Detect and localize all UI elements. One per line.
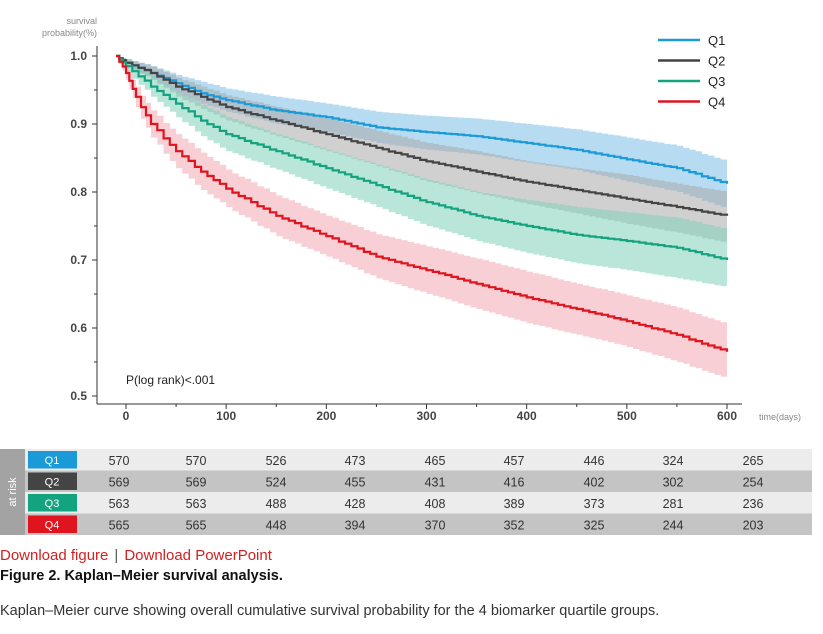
risk-row-bg	[25, 470, 812, 492]
legend-label-q1: Q1	[708, 33, 725, 48]
risk-value: 431	[425, 476, 446, 490]
risk-value: 408	[425, 497, 446, 511]
figure-footer: Download figure | Download PowerPoint Figu…	[0, 546, 823, 619]
band-q2	[116, 56, 727, 243]
x-tick-label: 600	[717, 409, 737, 423]
risk-group-swatch	[28, 494, 77, 512]
y-tick-label: 0.7	[70, 253, 87, 267]
x-tick-label: 500	[617, 409, 637, 423]
km-chart: 0.5 0.6 0.7 0.8 0.9 1.0 0 100 200 300 400 500 600 sur…	[0, 16, 812, 535]
x-tick-label: 0	[123, 409, 130, 423]
risk-value: 570	[109, 454, 130, 468]
curve-q1	[116, 54, 729, 184]
download-powerpoint-link[interactable]: Download PowerPoint	[124, 547, 272, 564]
risk-value: 457	[504, 454, 525, 468]
legend: Q1 Q2 Q3 Q4	[658, 33, 725, 110]
band-q4	[116, 56, 727, 379]
curve-q3	[116, 54, 729, 260]
y-axis-title: survival	[66, 16, 97, 26]
figure-caption: Kaplan–Meier curve showing overall cumul…	[0, 603, 660, 619]
risk-value: 428	[345, 497, 366, 511]
risk-group-label: Q1	[45, 455, 60, 467]
legend-label-q2: Q2	[708, 54, 725, 69]
risk-value: 565	[186, 519, 207, 533]
survival-curves	[116, 54, 729, 352]
risk-value: 448	[266, 519, 287, 533]
risk-value: 265	[743, 454, 764, 468]
risk-value: 563	[109, 497, 130, 511]
risk-group-label: Q2	[45, 477, 60, 489]
log-rank-annotation: P(log rank)<.001	[126, 373, 215, 387]
risk-value: 565	[109, 519, 130, 533]
x-tick-label: 300	[416, 409, 436, 423]
risk-value: 244	[663, 519, 684, 533]
y-tick-label: 0.6	[70, 321, 87, 335]
risk-value: 473	[345, 454, 366, 468]
legend-label-q3: Q3	[708, 74, 725, 89]
y-tick-label: 0.8	[70, 185, 87, 199]
figure-title: Figure 2. Kaplan–Meier survival analysis…	[0, 568, 283, 584]
band-q3	[116, 56, 727, 288]
risk-group-swatch	[28, 472, 77, 490]
y-axis-title: probability(%)	[42, 28, 97, 38]
y-tick-label: 0.5	[70, 389, 87, 403]
risk-value: 526	[266, 454, 287, 468]
risk-group-label: Q3	[45, 498, 60, 510]
risk-value: 524	[266, 476, 287, 490]
risk-value: 352	[504, 519, 525, 533]
x-tick-label: 100	[216, 409, 236, 423]
risk-row-bg	[25, 449, 812, 471]
download-figure-link[interactable]: Download figure	[0, 547, 109, 564]
risk-value: 324	[663, 454, 684, 468]
risk-value: 569	[186, 476, 207, 490]
risk-row-bg	[25, 492, 812, 514]
risk-value: 281	[663, 497, 684, 511]
risk-value: 402	[584, 476, 605, 490]
risk-value: 389	[504, 497, 525, 511]
risk-value: 563	[186, 497, 207, 511]
y-tick-label: 1.0	[70, 49, 87, 63]
risk-title-cell	[0, 449, 25, 535]
risk-value: 325	[584, 519, 605, 533]
curve-q2	[116, 54, 729, 216]
y-tick-label: 0.9	[70, 117, 87, 131]
x-tick-label: 200	[316, 409, 336, 423]
axes: 0.5 0.6 0.7 0.8 0.9 1.0 0 100 200 300 400 500 600 sur…	[42, 16, 801, 423]
risk-value: 455	[345, 476, 366, 490]
risk-value: 236	[743, 497, 764, 511]
risk-row-bg	[25, 513, 812, 535]
risk-value: 446	[584, 454, 605, 468]
link-separator: |	[114, 547, 119, 564]
risk-value: 370	[425, 519, 446, 533]
confidence-bands	[116, 56, 727, 379]
risk-value: 203	[743, 519, 764, 533]
x-axis-title: time(days)	[759, 412, 801, 422]
at-risk-table: at risk Q1 570 570 526 473 465 457 446 324 265 Q2 56…	[0, 449, 812, 535]
risk-value: 302	[663, 476, 684, 490]
risk-value: 416	[504, 476, 525, 490]
risk-value: 488	[266, 497, 287, 511]
risk-value: 465	[425, 454, 446, 468]
risk-value: 373	[584, 497, 605, 511]
legend-label-q4: Q4	[708, 95, 725, 110]
curve-q4	[116, 54, 729, 352]
download-links: Download figure | Download PowerPoint	[0, 546, 823, 566]
x-tick-label: 400	[517, 409, 537, 423]
risk-group-swatch	[28, 451, 77, 469]
risk-title: at risk	[7, 477, 19, 507]
risk-value: 394	[345, 519, 366, 533]
risk-group-swatch	[28, 515, 77, 533]
risk-value: 570	[186, 454, 207, 468]
risk-value: 254	[743, 476, 764, 490]
risk-value: 569	[109, 476, 130, 490]
risk-group-label: Q4	[45, 520, 60, 532]
